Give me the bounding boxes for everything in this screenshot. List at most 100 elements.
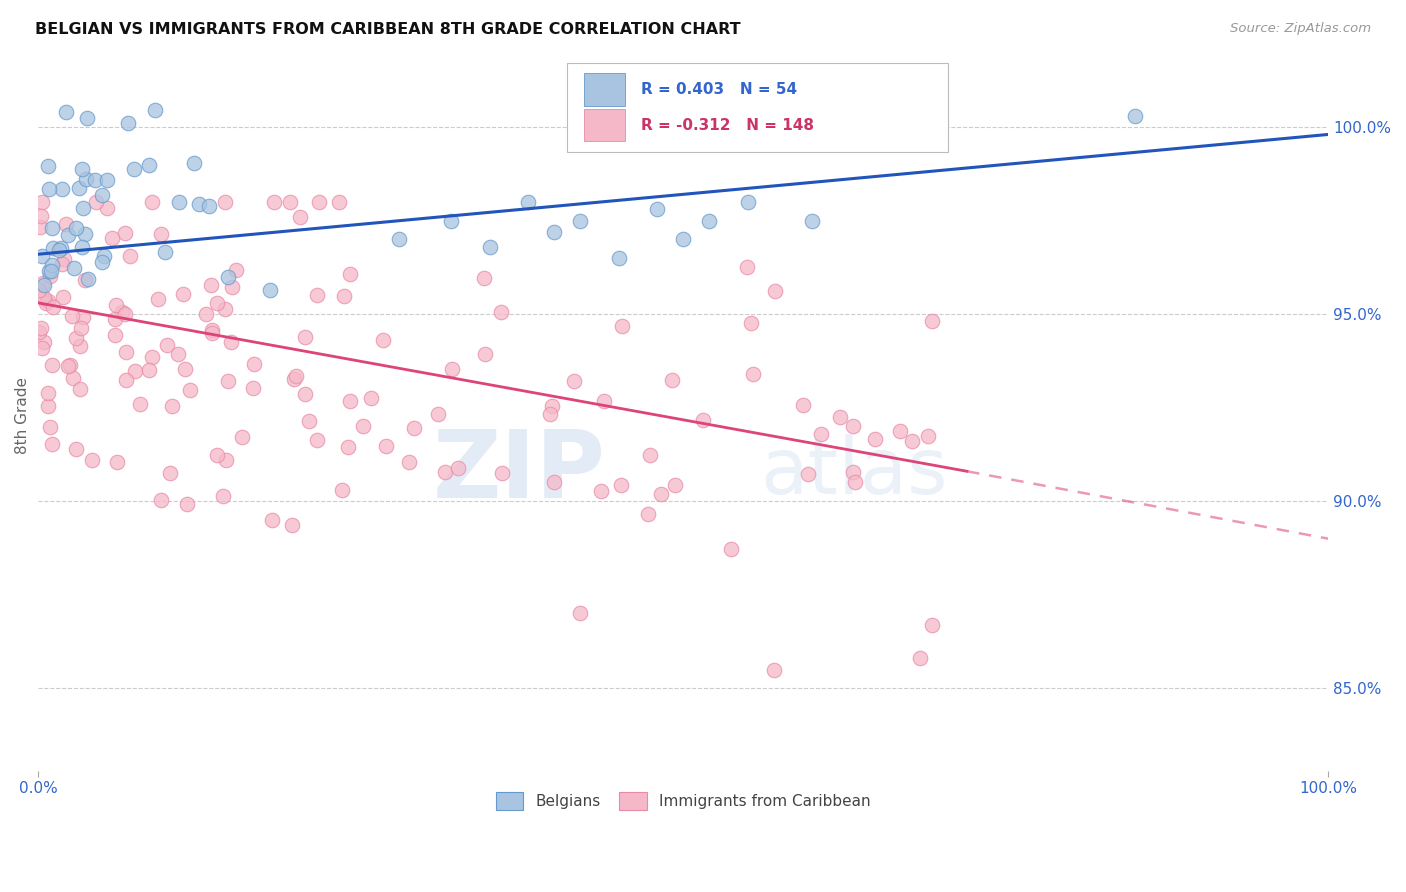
Point [90, 188, 112, 202]
Point [610, 478, 633, 492]
Point [105, 297, 128, 311]
Point [284, 369, 307, 384]
Point [117, 116, 139, 130]
Point [63, 260, 86, 275]
Point [741, 367, 763, 381]
Point [441, 362, 464, 376]
Point [221, 280, 243, 294]
Point [283, 372, 305, 386]
Point [231, 429, 253, 443]
Point [104, 327, 127, 342]
Point [589, 483, 612, 498]
Point [828, 410, 851, 425]
Text: ZIP: ZIP [433, 426, 606, 518]
Point [440, 213, 463, 227]
Point [740, 316, 762, 330]
Point [737, 194, 759, 209]
Point [39, 420, 62, 434]
Point [308, 194, 330, 209]
Point [172, 287, 194, 301]
Point [433, 465, 456, 479]
Y-axis label: 8th Grade: 8th Grade [15, 376, 30, 454]
Point [72, 161, 94, 176]
Point [39, 268, 62, 283]
Point [187, 196, 209, 211]
Point [138, 362, 160, 376]
Point [278, 194, 301, 209]
Point [69, 339, 91, 353]
Point [650, 487, 672, 501]
Point [610, 319, 633, 334]
Point [735, 260, 758, 275]
Point [30, 321, 52, 335]
Point [28, 326, 51, 340]
Point [115, 372, 138, 386]
Point [720, 542, 742, 557]
Point [217, 374, 239, 388]
Point [120, 249, 142, 263]
Point [260, 513, 283, 527]
Point [307, 287, 329, 301]
Point [70, 240, 93, 254]
Point [83, 172, 105, 186]
Point [51, 257, 73, 271]
Point [100, 230, 122, 244]
Point [48, 243, 70, 257]
Point [205, 448, 228, 462]
Point [31, 194, 53, 209]
Point [205, 295, 228, 310]
Point [375, 439, 398, 453]
Point [298, 414, 321, 428]
Point [290, 210, 312, 224]
Point [38, 264, 60, 278]
Point [661, 373, 683, 387]
Point [56, 227, 79, 242]
Point [75, 227, 97, 242]
Point [159, 466, 181, 480]
Point [1123, 109, 1146, 123]
Point [30, 209, 52, 223]
Point [31, 288, 53, 302]
Point [153, 245, 176, 260]
Point [32, 291, 55, 305]
Point [51, 182, 73, 196]
Point [797, 467, 820, 481]
Point [114, 226, 136, 240]
Point [844, 475, 866, 489]
Point [242, 381, 264, 395]
Point [474, 347, 496, 361]
Point [921, 618, 943, 632]
Point [143, 103, 166, 117]
Point [96, 201, 118, 215]
Point [333, 289, 356, 303]
Point [863, 433, 886, 447]
Point [52, 290, 75, 304]
Point [111, 305, 134, 319]
Point [76, 111, 98, 125]
Point [664, 477, 686, 491]
Point [921, 314, 943, 328]
Point [910, 650, 932, 665]
Point [138, 158, 160, 172]
Point [69, 321, 91, 335]
Point [76, 172, 98, 186]
Point [491, 466, 513, 480]
Point [115, 344, 138, 359]
Point [32, 277, 55, 292]
Point [900, 434, 922, 448]
Point [41, 436, 63, 450]
Point [39, 264, 62, 278]
Point [305, 433, 328, 447]
Point [447, 461, 470, 475]
Point [540, 399, 562, 413]
Legend: Belgians, Immigrants from Caribbean: Belgians, Immigrants from Caribbean [489, 786, 877, 816]
Point [52, 252, 75, 266]
Point [129, 397, 152, 411]
Point [569, 607, 592, 621]
Point [179, 383, 201, 397]
Point [183, 156, 205, 170]
Point [65, 220, 87, 235]
Point [810, 427, 832, 442]
Point [28, 283, 51, 297]
Point [105, 455, 128, 469]
